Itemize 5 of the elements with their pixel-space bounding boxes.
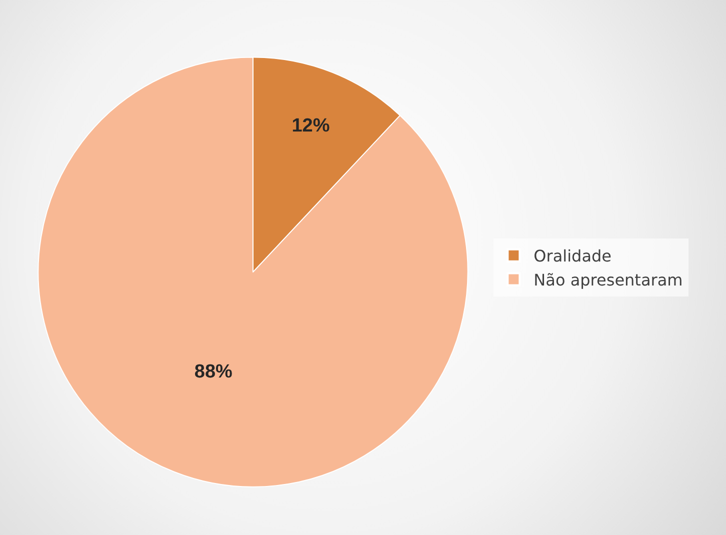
data-label: 12% — [292, 116, 330, 137]
pie-slice — [38, 56, 468, 488]
legend-label: Oralidade — [534, 246, 612, 266]
data-label: 88% — [194, 361, 233, 382]
legend-label: Não apresentaram — [534, 270, 683, 290]
